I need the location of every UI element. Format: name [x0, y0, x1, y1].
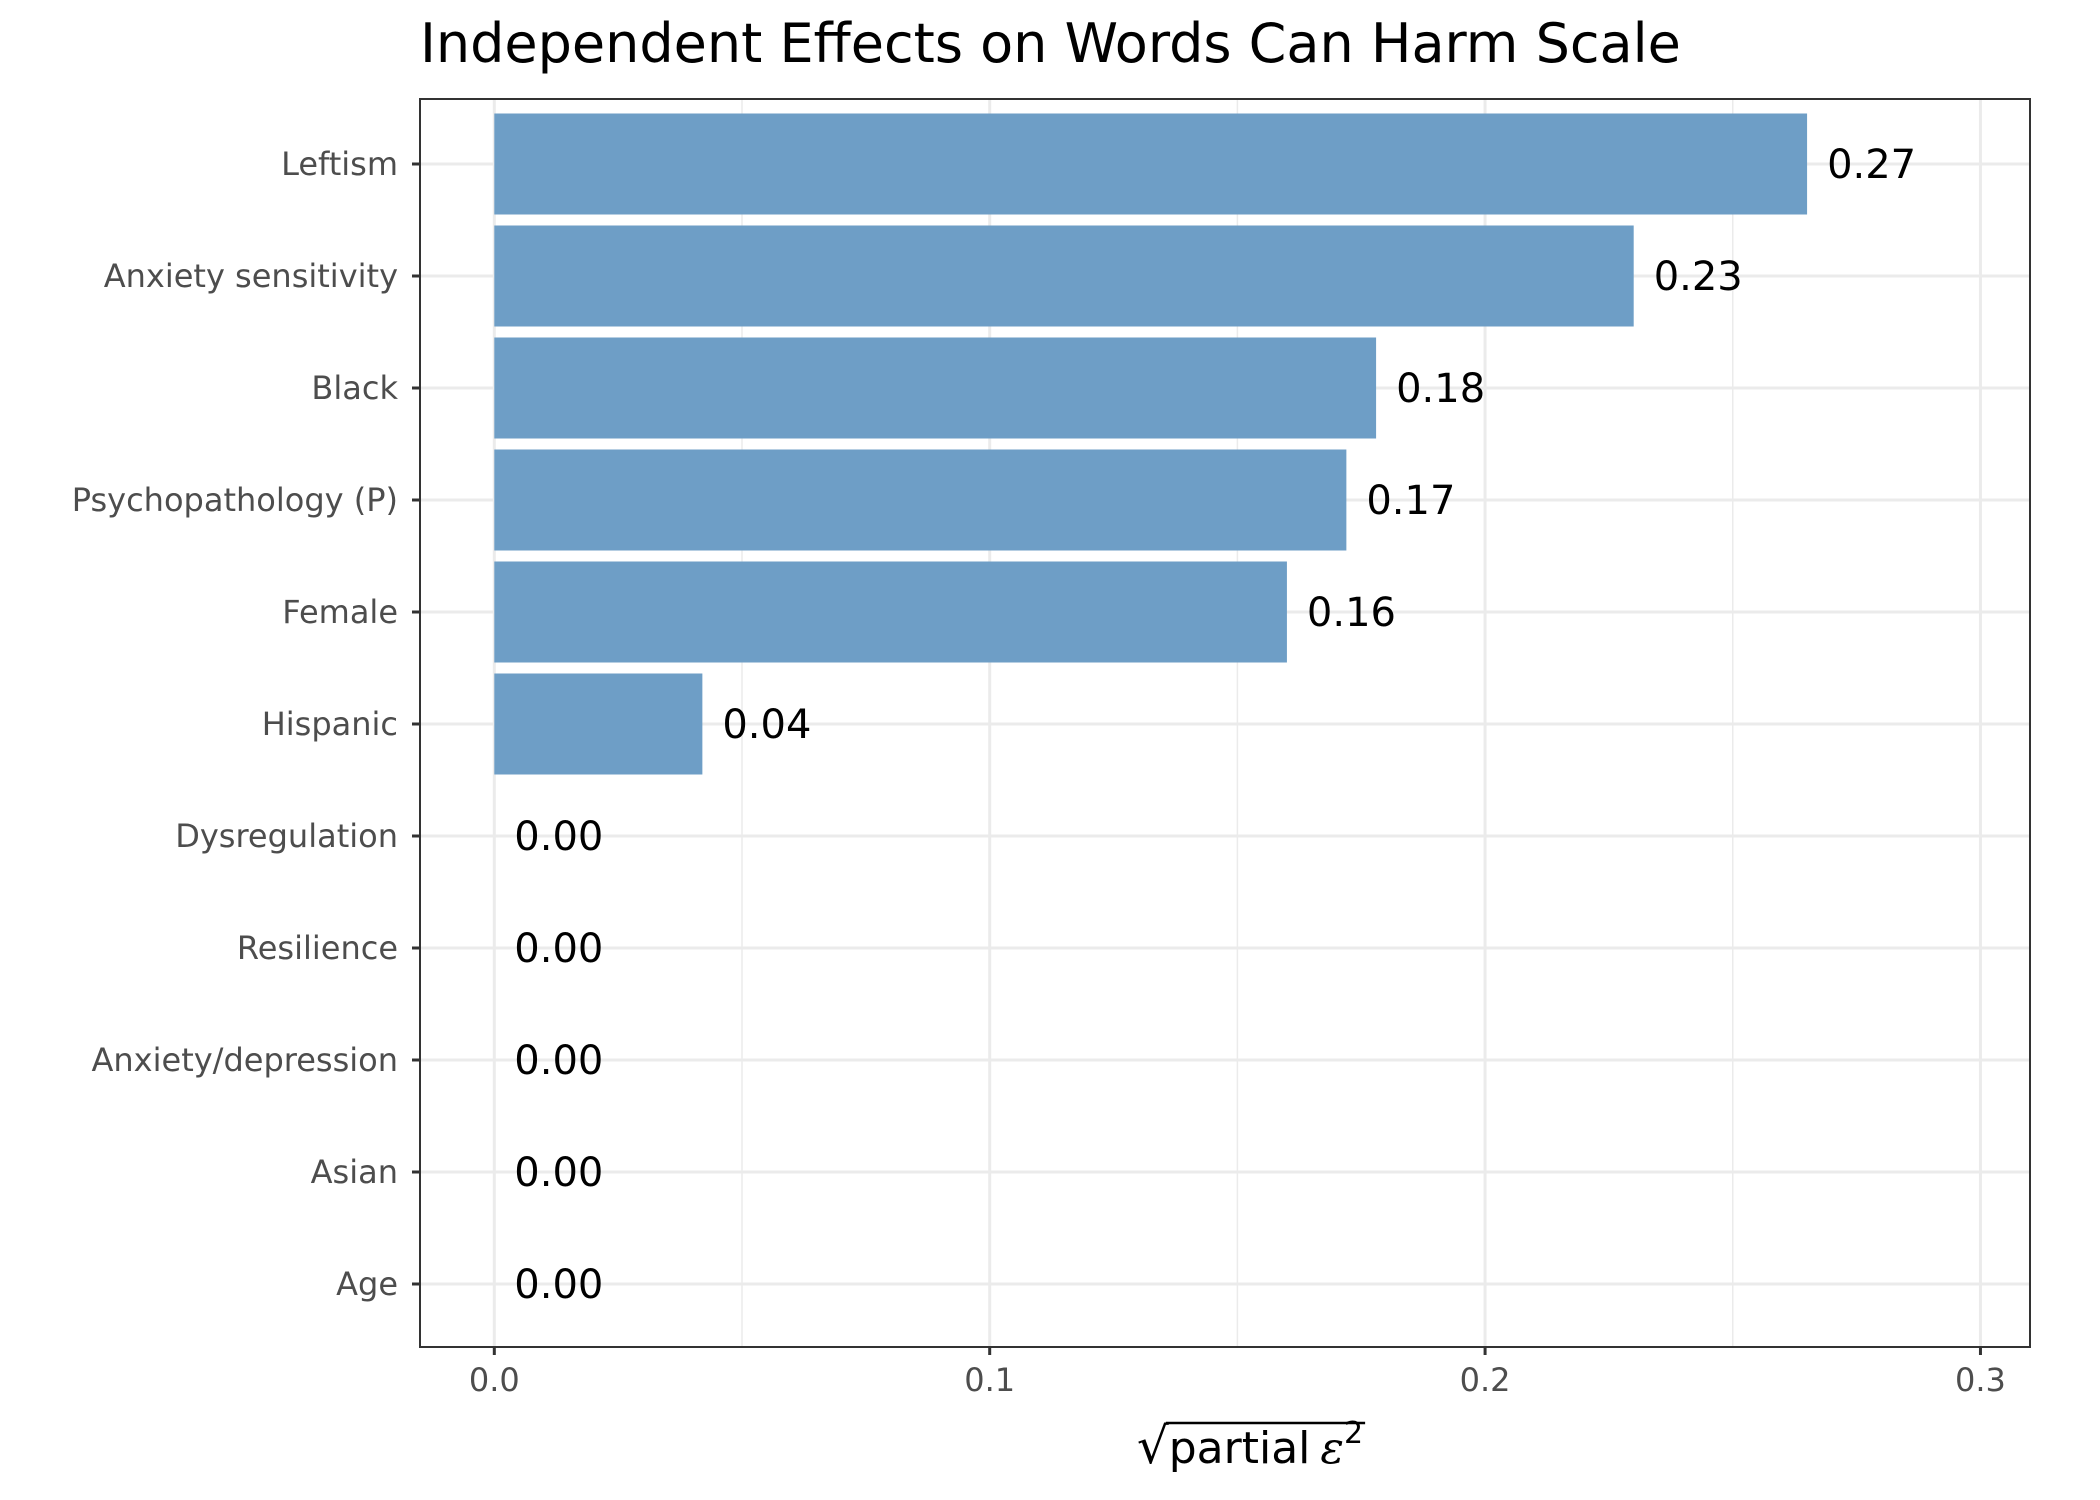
data-label: 0.04 — [722, 702, 811, 748]
x-axis: 0.0 0.1 0.2 0.3 — [469, 1347, 2006, 1399]
chart-title: Independent Effects on Words Can Harm Sc… — [420, 12, 1681, 75]
y-tick-label: Psychopathology (P) — [72, 481, 398, 519]
bar — [494, 673, 703, 775]
y-tick-label: Anxiety sensitivity — [104, 257, 398, 295]
y-axis: Leftism Anxiety sensitivity Black Psychopat… — [72, 145, 420, 1303]
y-tick-label: Age — [336, 1265, 398, 1303]
data-label: 0.00 — [514, 1262, 603, 1308]
x-tick-label: 0.3 — [1955, 1361, 2006, 1399]
data-label: 0.18 — [1396, 366, 1485, 412]
y-tick-label: Black — [311, 369, 398, 407]
data-label: 0.00 — [514, 1150, 603, 1196]
data-label: 0.00 — [514, 1038, 603, 1084]
data-label: 0.00 — [514, 814, 603, 860]
data-label: 0.16 — [1307, 590, 1396, 636]
bar — [494, 337, 1377, 439]
x-tick-label: 0.2 — [1460, 1361, 1511, 1399]
bar — [494, 449, 1347, 551]
bars — [494, 113, 1808, 775]
data-label: 0.23 — [1654, 254, 1743, 300]
x-axis-title-text: partial — [1169, 1423, 1311, 1474]
y-tick-label: Female — [282, 593, 398, 631]
data-label: 0.00 — [514, 926, 603, 972]
y-tick-label: Resilience — [237, 929, 398, 967]
bar — [494, 113, 1808, 215]
data-label: 0.17 — [1366, 478, 1455, 524]
x-tick-label: 0.1 — [964, 1361, 1015, 1399]
x-axis-title-superscript: 2 — [1344, 1416, 1363, 1451]
bar — [494, 561, 1287, 663]
x-tick-label: 0.0 — [469, 1361, 520, 1399]
data-label: 0.27 — [1827, 142, 1916, 188]
y-tick-label: Dysregulation — [175, 817, 398, 855]
y-tick-label: Hispanic — [262, 705, 398, 743]
y-tick-label: Leftism — [281, 145, 398, 183]
x-axis-title: √partial ε2 — [1137, 1416, 1363, 1475]
x-axis-title-radical: √ — [1137, 1417, 1169, 1475]
y-tick-label: Anxiety/depression — [92, 1041, 399, 1079]
data-labels: 0.27 0.23 0.18 0.17 0.16 0.04 0.00 0.00 0.00 0.00… — [514, 142, 1916, 1308]
y-tick-label: Asian — [311, 1153, 398, 1191]
x-axis-title-symbol: ε — [1320, 1423, 1344, 1474]
bar — [494, 225, 1634, 327]
